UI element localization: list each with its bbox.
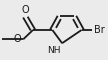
Text: NH: NH <box>48 46 61 55</box>
Text: O: O <box>22 5 29 15</box>
Text: O: O <box>13 34 21 44</box>
Text: Br: Br <box>94 25 105 35</box>
